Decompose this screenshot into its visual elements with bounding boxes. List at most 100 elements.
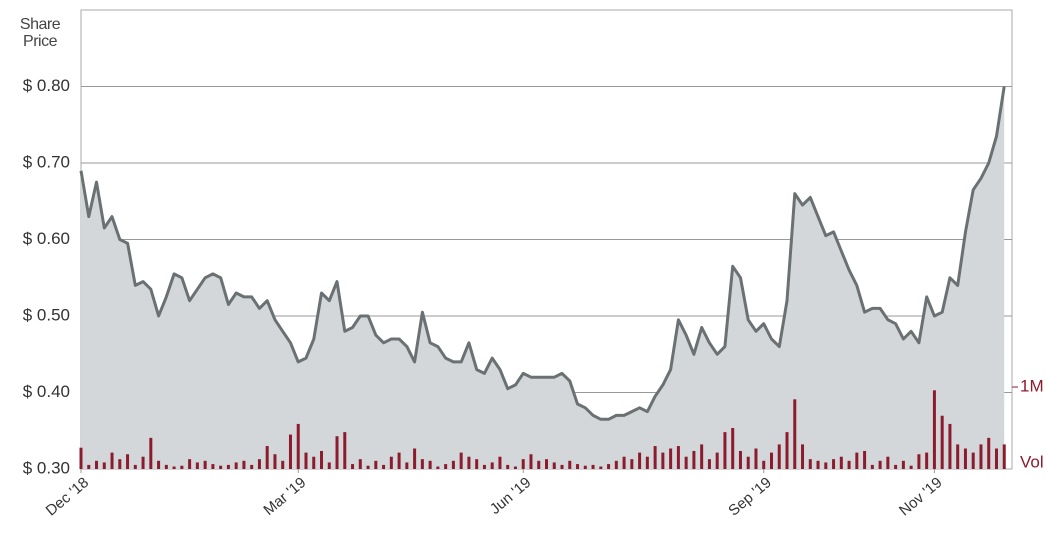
volume-bar	[622, 456, 626, 469]
volume-bar	[793, 399, 797, 469]
volume-bar	[420, 459, 424, 469]
volume-bar	[265, 446, 269, 469]
volume-bar	[638, 452, 642, 469]
volume-bar	[157, 460, 161, 469]
y2-tick-label: 1M	[1020, 377, 1044, 396]
volume-bar	[506, 464, 510, 469]
volume-bar	[738, 450, 742, 469]
y2-axis-label: Vol	[1020, 452, 1044, 471]
y-tick-label: $ 0.60	[23, 229, 70, 248]
volume-bar	[816, 460, 820, 469]
volume-bar	[863, 450, 867, 469]
volume-bar	[118, 459, 122, 469]
volume-bar	[102, 462, 106, 469]
volume-bar	[855, 452, 859, 469]
volume-bar	[987, 437, 991, 469]
volume-bar	[568, 460, 572, 469]
x-tick-label: Nov '19	[896, 474, 946, 519]
price-line	[79, 86, 1006, 421]
volume-bar	[250, 464, 254, 469]
volume-bar	[358, 459, 362, 469]
volume-bar	[195, 462, 199, 469]
volume-bar	[583, 465, 587, 469]
volume-bar	[95, 460, 99, 469]
volume-bar	[320, 450, 324, 469]
volume-bar	[513, 466, 517, 469]
volume-bar	[389, 456, 393, 469]
volume-bar	[777, 444, 781, 469]
volume-bar	[234, 462, 238, 469]
volume-bar	[754, 448, 758, 469]
volume-bar	[971, 452, 975, 469]
volume-bar	[467, 456, 471, 469]
volume-bar	[700, 444, 704, 469]
volume-bar	[351, 464, 355, 469]
volume-bar	[428, 460, 432, 469]
volume-bar	[963, 448, 967, 469]
volume-bar	[79, 447, 83, 469]
volume-bar	[707, 459, 711, 469]
volume-bar	[110, 452, 114, 469]
volume-bar	[661, 452, 665, 469]
volume-bar	[669, 448, 673, 469]
volume-bar	[242, 460, 246, 469]
volume-bar	[560, 464, 564, 469]
volume-bar	[948, 423, 952, 469]
volume-bar	[211, 464, 215, 469]
volume-bar	[133, 464, 137, 469]
volume-bar	[940, 415, 944, 469]
volume-bar	[444, 464, 448, 469]
volume-bar	[296, 423, 300, 469]
volume-bar	[832, 459, 836, 469]
x-tick-label: Sep '19	[725, 474, 775, 519]
volume-bar	[482, 464, 486, 469]
x-tick-label: Jun '19	[487, 474, 535, 518]
volume-bar	[413, 448, 417, 469]
volume-bar	[878, 460, 882, 469]
volume-bar	[335, 436, 339, 469]
volume-bar	[801, 444, 805, 469]
volume-bar	[436, 466, 440, 469]
volume-bar	[870, 464, 874, 469]
area-layer	[81, 86, 1005, 469]
volume-bar	[126, 454, 130, 469]
volume-bar	[490, 462, 494, 469]
line-layer	[79, 86, 1006, 421]
volume-bar	[684, 456, 688, 469]
y-tick-label: $ 0.80	[23, 76, 70, 95]
volume-bar	[164, 464, 168, 469]
volume-bar	[630, 459, 634, 469]
volume-bar	[537, 460, 541, 469]
x-tick-label: Mar '19	[260, 474, 309, 519]
volume-bar	[475, 459, 479, 469]
volume-bar	[343, 432, 347, 469]
y-tick-label: $ 0.30	[23, 458, 70, 477]
volume-bar	[366, 465, 370, 469]
volume-bar	[676, 446, 680, 469]
y-axis-label: Share Price	[19, 16, 61, 50]
area-fill	[81, 86, 1005, 469]
volume-bar	[576, 464, 580, 469]
volume-bar	[599, 466, 603, 469]
y-tick-label: $ 0.70	[23, 152, 70, 171]
volume-bar	[312, 456, 316, 469]
volume-bar	[614, 460, 618, 469]
volume-bar	[925, 452, 929, 469]
volume-bar	[219, 465, 223, 469]
volume-bar	[405, 462, 409, 469]
volume-bar	[327, 462, 331, 469]
volume-bar	[723, 432, 727, 469]
volume-bar	[715, 452, 719, 469]
volume-bar	[785, 432, 789, 469]
volume-bar	[545, 459, 548, 469]
volume-bar	[382, 464, 386, 469]
volume-bar	[894, 464, 898, 469]
x-tick-label: Dec '18	[43, 474, 93, 519]
volume-bar	[257, 459, 261, 469]
volume-bar	[288, 434, 292, 469]
volume-bar	[188, 459, 192, 469]
volume-bar	[149, 437, 153, 469]
volume-bar	[886, 456, 890, 469]
volume-bar	[901, 460, 905, 469]
